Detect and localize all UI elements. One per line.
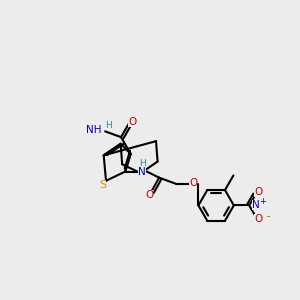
Text: +: + xyxy=(259,197,266,206)
Text: O: O xyxy=(254,187,262,197)
Text: O: O xyxy=(128,117,137,127)
Text: H: H xyxy=(106,121,112,130)
Text: H: H xyxy=(140,159,146,168)
Text: NH: NH xyxy=(86,125,101,135)
Text: O: O xyxy=(254,214,262,224)
Text: S: S xyxy=(99,180,106,190)
Text: N: N xyxy=(251,200,259,210)
Text: ⁻: ⁻ xyxy=(265,214,270,224)
Text: N: N xyxy=(138,167,146,176)
Text: O: O xyxy=(189,178,197,188)
Text: O: O xyxy=(145,190,153,200)
